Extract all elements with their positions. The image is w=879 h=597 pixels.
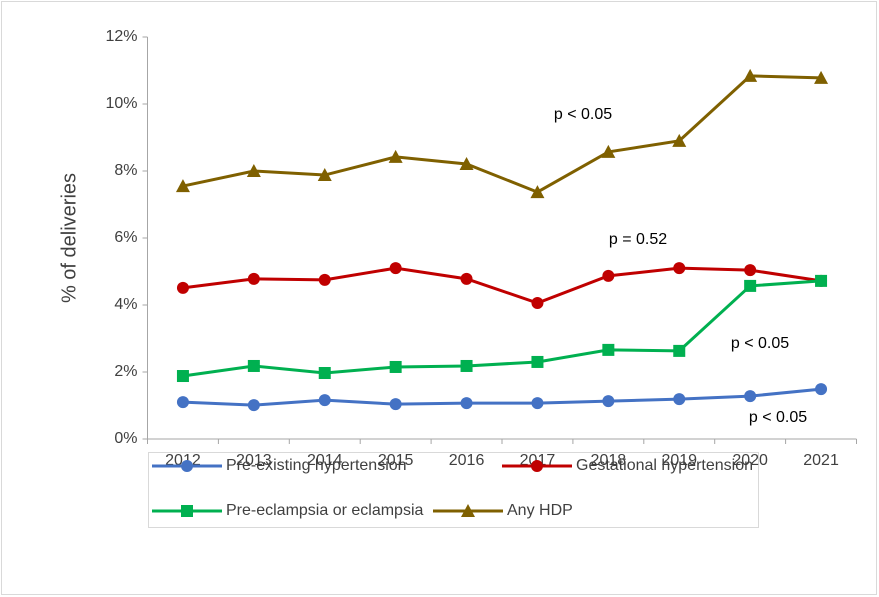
marker: [247, 399, 260, 412]
marker: [815, 274, 828, 287]
y-tick-label: 0%: [114, 430, 137, 447]
x-tick-label: 2015: [378, 452, 414, 469]
legend-label: Any HDP: [507, 502, 573, 519]
x-tick-label: 2019: [661, 452, 697, 469]
series-line: [182, 279, 822, 378]
y-tick-label: 8%: [114, 162, 137, 179]
marker: [389, 398, 402, 411]
marker: [175, 179, 190, 193]
marker: [744, 390, 757, 403]
marker: [246, 164, 261, 177]
marker: [531, 460, 543, 472]
marker: [531, 296, 544, 309]
x-tick-label: 2014: [307, 452, 343, 469]
marker: [672, 133, 687, 147]
marker: [181, 505, 193, 517]
legend-label: Pre-existing hypertension: [226, 457, 407, 474]
marker: [247, 359, 260, 372]
marker: [814, 70, 829, 84]
annotation: p < 0.05: [749, 409, 807, 426]
marker: [530, 185, 545, 199]
marker: [176, 396, 189, 409]
marker: [601, 144, 616, 158]
y-tick-label: 10%: [105, 95, 137, 112]
legend-label: Pre-eclampsia or eclampsia: [226, 502, 424, 519]
marker: [176, 370, 189, 383]
y-tick-label: 2%: [114, 363, 137, 380]
y-tick-label: 6%: [114, 229, 137, 246]
marker: [247, 272, 260, 285]
marker: [459, 156, 474, 170]
marker: [531, 397, 544, 410]
series-line: [182, 266, 822, 305]
marker: [389, 360, 402, 373]
x-tick-label: 2020: [732, 452, 768, 469]
annotation: p < 0.05: [731, 335, 789, 352]
marker: [531, 355, 544, 368]
x-tick-label: 2016: [449, 452, 485, 469]
marker: [388, 149, 403, 163]
y-tick-label: 4%: [114, 296, 137, 313]
legend-label: Gestational hypertension: [576, 457, 753, 474]
marker: [602, 343, 615, 356]
marker: [460, 359, 473, 372]
marker: [673, 262, 686, 275]
marker: [318, 367, 331, 380]
marker: [461, 504, 475, 517]
marker: [602, 269, 615, 282]
annotation: p = 0.52: [609, 231, 667, 248]
x-tick-label: 2018: [591, 452, 627, 469]
marker: [602, 395, 615, 408]
x-tick-label: 2021: [803, 452, 839, 469]
marker: [460, 397, 473, 410]
marker: [744, 264, 757, 277]
marker: [389, 262, 402, 275]
legend-box: [148, 452, 759, 528]
marker: [460, 272, 473, 285]
series-line: [182, 74, 822, 194]
y-axis-label: % of deliveries: [58, 173, 80, 303]
marker: [673, 393, 686, 406]
marker: [673, 344, 686, 357]
y-tick-label: 12%: [105, 28, 137, 45]
marker: [744, 279, 757, 292]
series-line: [182, 387, 822, 407]
marker: [317, 168, 332, 182]
marker: [815, 383, 828, 396]
marker: [318, 273, 331, 286]
marker: [743, 68, 758, 82]
x-tick-label: 2013: [236, 452, 272, 469]
annotation: p < 0.05: [554, 106, 612, 123]
marker: [318, 394, 331, 407]
marker: [181, 460, 193, 472]
marker: [176, 281, 189, 294]
